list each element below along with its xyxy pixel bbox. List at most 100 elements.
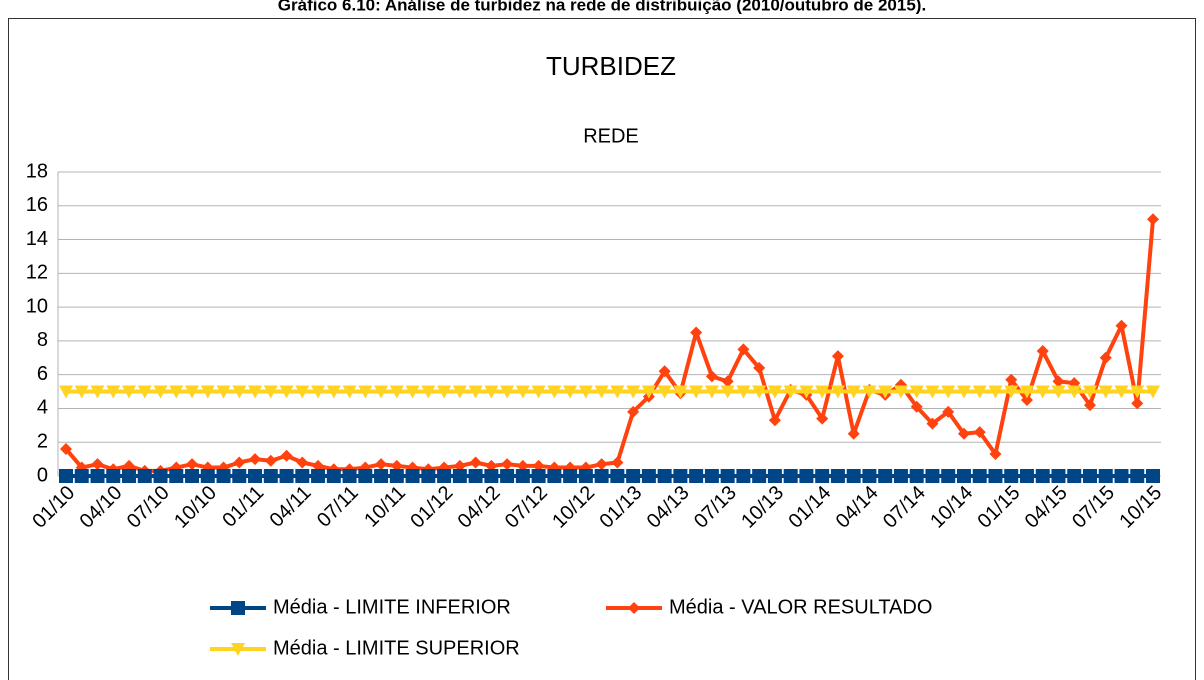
- data-point: [295, 469, 310, 483]
- y-tick-label: 6: [37, 363, 48, 385]
- data-point: [942, 405, 955, 418]
- data-point: [326, 385, 341, 399]
- data-point: [1035, 469, 1050, 483]
- data-point: [1052, 375, 1065, 388]
- data-point: [658, 365, 671, 378]
- y-tick-label: 0: [37, 464, 48, 486]
- data-point: [516, 459, 529, 472]
- data-point: [720, 469, 735, 483]
- data-point: [1004, 385, 1019, 399]
- data-point: [375, 458, 388, 471]
- data-point: [957, 427, 970, 440]
- data-point: [468, 469, 483, 483]
- chart-frame: [8, 18, 1196, 680]
- data-point: [342, 385, 357, 399]
- data-point: [312, 459, 325, 472]
- data-point: [578, 385, 593, 399]
- data-point: [768, 414, 781, 427]
- data-point: [468, 385, 483, 399]
- data-point: [626, 385, 641, 399]
- data-point: [90, 469, 105, 483]
- data-point: [753, 361, 766, 374]
- data-point: [783, 469, 798, 483]
- data-point: [799, 385, 814, 399]
- data-point: [736, 385, 751, 399]
- data-point: [405, 385, 420, 399]
- data-point: [547, 469, 562, 483]
- data-point: [1067, 385, 1082, 399]
- data-point: [452, 469, 467, 483]
- data-point: [74, 385, 89, 399]
- data-point: [1146, 469, 1160, 483]
- data-point: [200, 385, 215, 399]
- data-point: [737, 343, 750, 356]
- data-point: [1114, 469, 1129, 483]
- data-point: [1099, 351, 1112, 364]
- data-point: [972, 385, 987, 399]
- data-point: [910, 400, 923, 413]
- data-point: [578, 469, 593, 483]
- y-tick-label: 2: [37, 431, 48, 453]
- data-point: [106, 469, 121, 483]
- data-point: [989, 448, 1002, 461]
- data-point: [862, 469, 877, 483]
- data-point: [752, 469, 767, 483]
- data-point: [169, 385, 184, 399]
- data-point: [485, 459, 498, 472]
- series-line: [64, 219, 1155, 473]
- data-point: [1067, 469, 1082, 483]
- data-point: [248, 469, 263, 483]
- data-point: [1035, 385, 1050, 399]
- data-point: [594, 469, 609, 483]
- data-point: [90, 385, 105, 399]
- data-point: [122, 469, 137, 483]
- data-point: [721, 375, 734, 388]
- legend-marker: [231, 643, 245, 656]
- data-point: [248, 385, 263, 399]
- data-point: [704, 385, 719, 399]
- data-point: [531, 469, 546, 483]
- data-point: [153, 385, 168, 399]
- data-point: [515, 385, 530, 399]
- data-point: [216, 385, 231, 399]
- data-point: [1051, 385, 1066, 399]
- legend-label: Média - LIMITE SUPERIOR: [273, 637, 520, 659]
- data-point: [295, 385, 310, 399]
- data-point: [342, 469, 357, 483]
- y-tick-label: 8: [37, 329, 48, 351]
- data-point: [123, 459, 136, 472]
- data-point: [973, 426, 986, 439]
- data-point: [893, 385, 908, 399]
- data-point: [547, 385, 562, 399]
- data-point: [673, 385, 688, 399]
- data-point: [122, 385, 137, 399]
- data-point: [311, 385, 326, 399]
- data-point: [673, 469, 688, 483]
- data-point: [563, 469, 578, 483]
- data-point: [1036, 345, 1049, 358]
- data-point: [595, 458, 608, 471]
- data-point: [169, 469, 184, 483]
- data-point: [296, 456, 309, 469]
- caption: Gráfico 6.10: Análise de turbidez na red…: [278, 0, 926, 14]
- data-point: [263, 469, 278, 483]
- data-point: [925, 385, 940, 399]
- data-point: [690, 326, 703, 339]
- data-point: [926, 417, 939, 430]
- y-tick-label: 14: [26, 228, 48, 250]
- data-point: [500, 469, 515, 483]
- data-point: [452, 385, 467, 399]
- data-point: [862, 385, 877, 399]
- data-point: [611, 456, 624, 469]
- data-point: [956, 469, 971, 483]
- data-point: [405, 469, 420, 483]
- data-point: [1115, 319, 1128, 332]
- data-point: [1019, 469, 1034, 483]
- data-point: [847, 427, 860, 440]
- data-point: [689, 469, 704, 483]
- data-point: [389, 385, 404, 399]
- data-point: [137, 385, 152, 399]
- data-point: [1004, 469, 1019, 483]
- data-point: [752, 385, 767, 399]
- data-point: [185, 385, 200, 399]
